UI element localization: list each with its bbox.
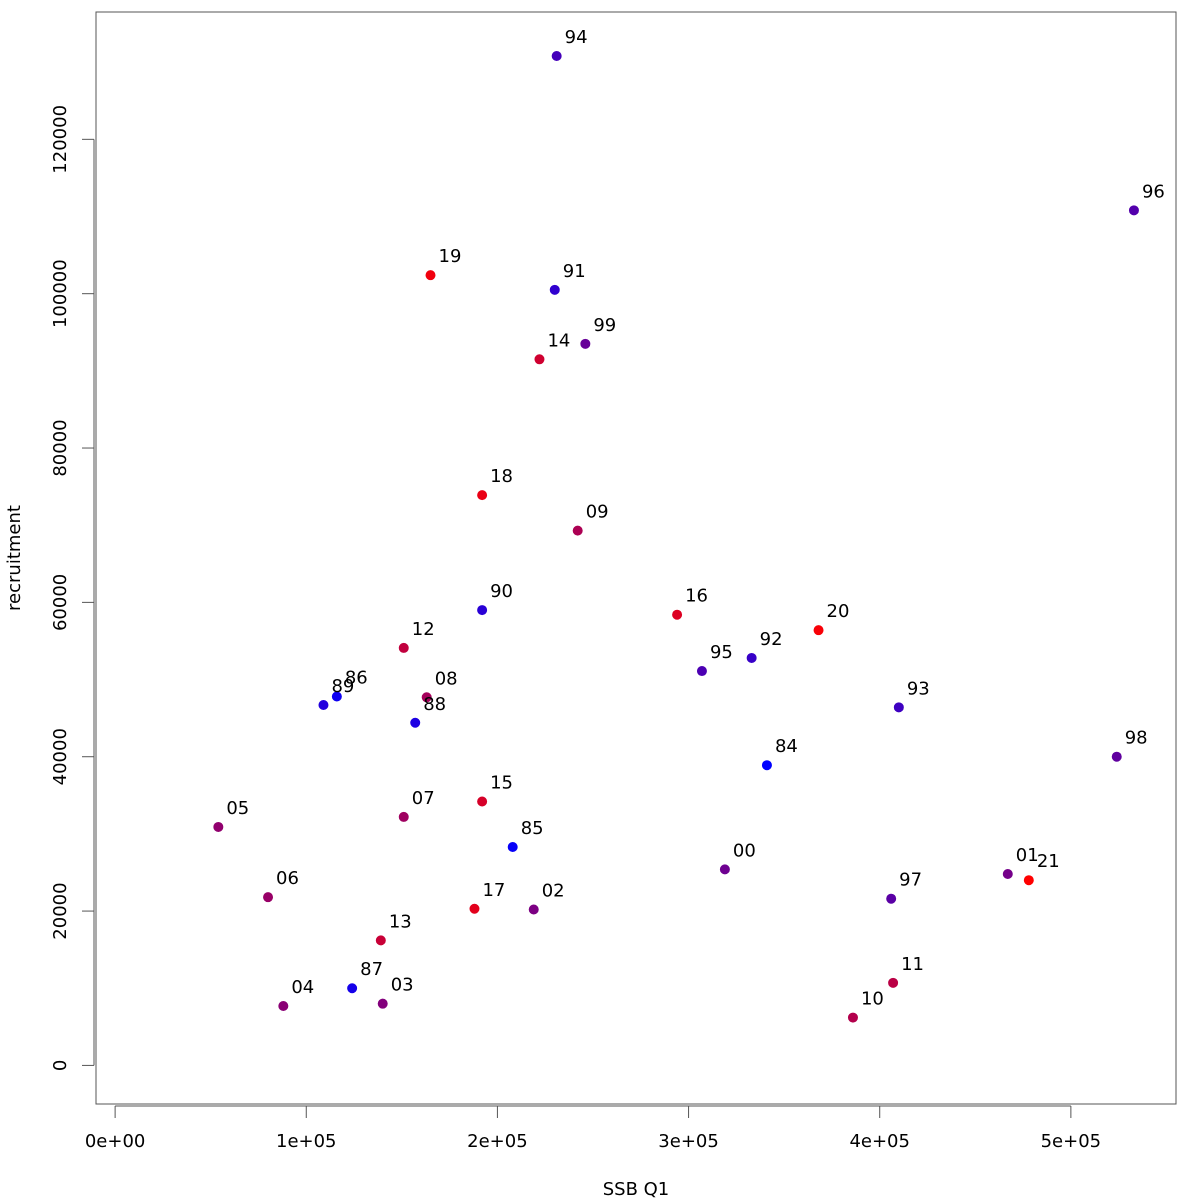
data-point [886,893,897,904]
y-tick-label: 20000 [50,882,71,939]
data-point [549,284,560,295]
data-point [507,842,518,853]
point-label: 86 [345,668,368,689]
x-tick-label: 0e+00 [85,1131,146,1152]
point-label: 11 [901,954,924,975]
point-label: 20 [827,601,850,622]
point-label: 14 [547,330,570,351]
data-point [1111,751,1122,762]
data-point [477,796,488,807]
data-point [398,642,409,653]
point-label: 21 [1037,851,1060,872]
y-tick-label: 60000 [50,574,71,631]
data-point [1002,869,1013,880]
data-point [888,977,899,988]
data-point [278,1000,289,1011]
point-label: 05 [226,798,249,819]
data-point [672,609,683,620]
y-tick-label: 80000 [50,419,71,476]
data-point [425,270,436,281]
data-point [551,50,562,61]
point-label: 19 [439,246,462,267]
y-axis: 0 20000 40000 60000 80000 100000 120000 [50,105,95,1071]
y-tick-label: 120000 [50,105,71,174]
data-point [477,605,488,616]
point-label: 89 [331,676,354,697]
data-point [331,691,342,702]
point-label: 16 [685,586,708,607]
point-label: 94 [565,27,588,48]
data-point [213,821,224,832]
y-tick-label: 100000 [50,259,71,328]
point-label: 95 [710,642,733,663]
point-label: 18 [490,466,513,487]
point-label: 96 [1142,181,1165,202]
data-point [696,666,707,677]
data-point [719,864,730,875]
data-point [477,490,488,501]
data-point [263,892,274,903]
point-label: 87 [360,959,383,980]
x-tick-label: 5e+05 [1041,1131,1102,1152]
data-point [528,904,539,915]
x-tick-label: 3e+05 [658,1131,719,1152]
point-label: 03 [391,975,414,996]
x-axis-title: SSB Q1 [603,1179,670,1200]
data-point [1023,875,1034,886]
point-label: 04 [291,977,314,998]
x-tick-label: 2e+05 [467,1131,528,1152]
point-label: 06 [276,868,299,889]
data-point [1128,205,1139,216]
data-point [534,354,545,365]
data-point [893,702,904,713]
data-point [761,760,772,771]
plot-frame [95,11,1177,1105]
point-label: 97 [899,870,922,891]
data-point [572,525,583,536]
point-label: 92 [760,629,783,650]
point-label: 15 [490,772,513,793]
data-point [398,811,409,822]
data-point [746,652,757,663]
point-label: 85 [521,818,544,839]
point-label: 88 [423,694,446,715]
y-tick-label: 0 [50,1060,71,1071]
point-label: 17 [482,880,505,901]
point-label: 84 [775,736,798,757]
data-point [847,1012,858,1023]
data-points [213,50,1139,1023]
point-label: 02 [542,881,565,902]
x-tick-label: 1e+05 [276,1131,337,1152]
point-label: 01 [1016,845,1039,866]
data-point [813,625,824,636]
data-point [375,935,386,946]
y-axis-title: recruitment [4,505,25,611]
data-point [347,983,358,994]
point-label: 08 [435,668,458,689]
point-label: 13 [389,911,412,932]
point-label: 91 [563,261,586,282]
point-labels: 84 85 86 87 88 89 90 91 92 93 94 95 96 97 98 99 00 01 02 03… [226,27,1165,1010]
point-label: 90 [490,581,513,602]
data-point [421,692,432,703]
data-point [318,700,329,711]
y-tick-label: 40000 [50,728,71,785]
point-label: 09 [586,502,609,523]
point-label: 00 [733,840,756,861]
data-point [469,903,480,914]
x-tick-label: 4e+05 [849,1131,910,1152]
point-label: 12 [412,619,435,640]
point-label: 98 [1125,728,1148,749]
point-label: 10 [861,989,884,1010]
data-point [410,717,421,728]
point-label: 99 [593,315,616,336]
data-point [580,338,591,349]
x-axis: 0e+00 1e+05 2e+05 3e+05 4e+05 5e+05 [85,1105,1102,1152]
data-point [377,998,388,1009]
point-label: 93 [907,678,930,699]
point-label: 07 [412,788,435,809]
